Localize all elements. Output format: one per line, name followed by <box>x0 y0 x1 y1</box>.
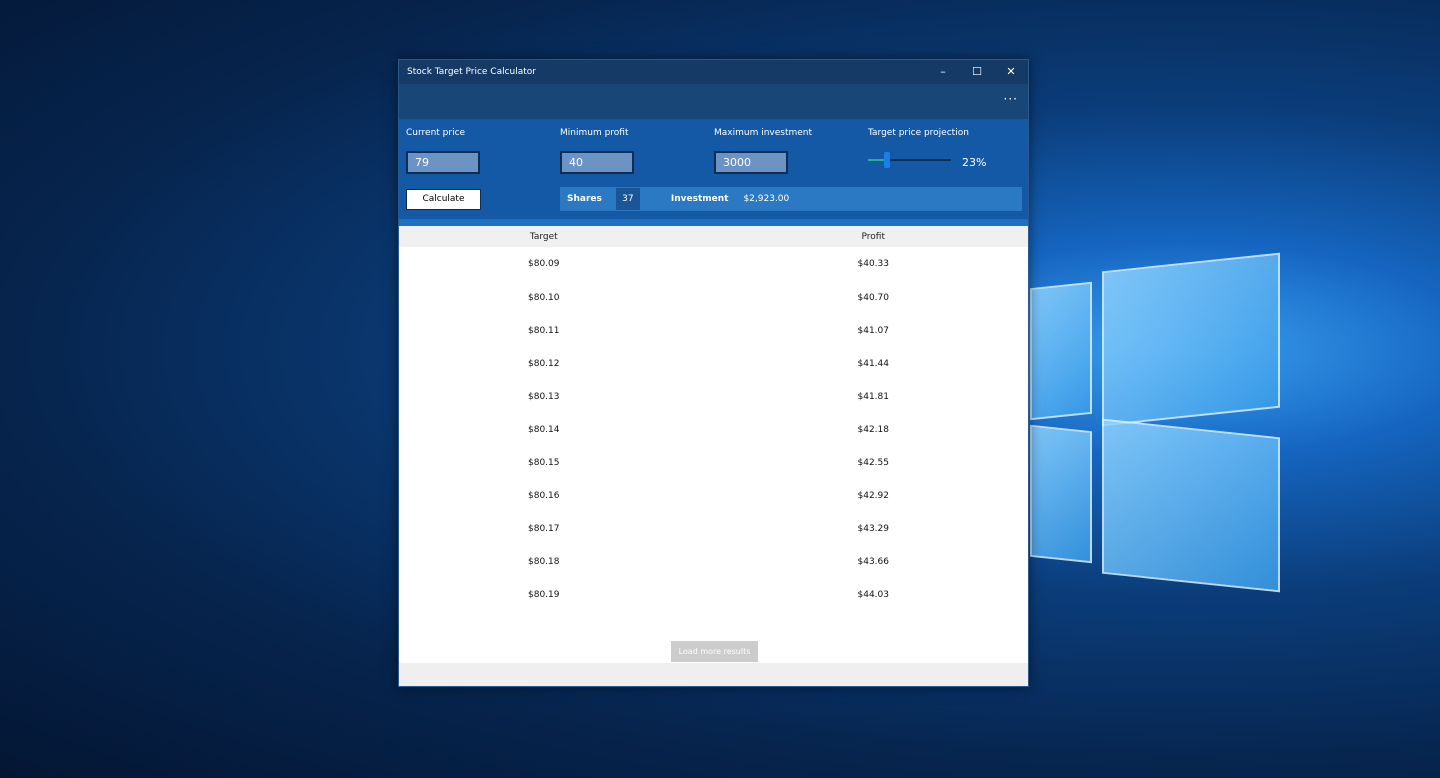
footer-bar <box>399 663 1028 686</box>
target-cell: $80.12 <box>528 358 560 369</box>
slider-thumb[interactable] <box>884 152 891 168</box>
target-cell: $80.14 <box>528 424 560 435</box>
target-cell: $80.15 <box>528 457 560 468</box>
more-options-icon[interactable]: ··· <box>1003 92 1018 106</box>
target-cell: $80.10 <box>528 292 560 303</box>
divider <box>399 219 1028 226</box>
profit-cell: $42.92 <box>857 490 890 501</box>
header-target: Target <box>529 231 558 242</box>
target-cell: $80.17 <box>528 523 560 534</box>
target-cell: $80.18 <box>528 556 560 567</box>
input-form: Current price Minimum profit Maximum inv… <box>399 119 1028 219</box>
maximize-button[interactable]: ☐ <box>972 65 982 78</box>
table-row: $80.12 $41.44 <box>399 347 1028 380</box>
current-price-input[interactable]: 79 <box>406 151 480 174</box>
shares-value: 37 <box>615 188 640 210</box>
results-summary: Shares 37 Investment $2,923.00 <box>560 187 1022 211</box>
minimize-button[interactable]: – <box>940 65 946 78</box>
profit-cell: $42.55 <box>857 457 890 468</box>
target-cell: $80.16 <box>528 490 560 501</box>
table-row: $80.13 $41.81 <box>399 380 1028 413</box>
load-more-button[interactable]: Load more results <box>671 641 758 662</box>
app-window: Stock Target Price Calculator – ☐ ✕ ··· … <box>398 59 1029 687</box>
calculate-button[interactable]: Calculate <box>406 189 481 210</box>
table-row: $80.14 $42.18 <box>399 413 1028 446</box>
title-bar: Stock Target Price Calculator – ☐ ✕ <box>399 60 1028 84</box>
profit-cell: $44.03 <box>857 589 890 600</box>
profit-cell: $41.44 <box>857 358 890 369</box>
target-cell: $80.09 <box>528 259 560 269</box>
profit-cell: $43.29 <box>857 523 890 534</box>
maximum-investment-input[interactable]: 3000 <box>714 151 788 174</box>
profit-cell: $40.70 <box>857 292 890 303</box>
minimum-profit-label: Minimum profit <box>560 128 629 138</box>
table-header: Target Profit <box>399 226 1028 247</box>
command-bar: ··· <box>399 84 1028 119</box>
investment-value: $2,923.00 <box>743 194 790 204</box>
profit-cell: $41.81 <box>857 391 890 402</box>
table-row: $80.10 $40.70 <box>399 281 1028 314</box>
table-row: $80.16 $42.92 <box>399 479 1028 512</box>
close-button[interactable]: ✕ <box>1006 65 1016 78</box>
projection-label: Target price projection <box>868 128 969 138</box>
profit-cell: $43.66 <box>857 556 890 567</box>
table-row: $80.11 $41.07 <box>399 314 1028 347</box>
maximum-investment-label: Maximum investment <box>714 128 813 138</box>
table-row: $80.09 $40.33 <box>399 247 1028 281</box>
table-row: $80.17 $43.29 <box>399 512 1028 545</box>
target-cell: $80.19 <box>528 589 560 600</box>
target-cell: $80.13 <box>528 391 560 402</box>
table-row: $80.18 $43.66 <box>399 545 1028 578</box>
profit-cell: $41.07 <box>857 325 890 336</box>
projection-value: 23% <box>962 156 987 169</box>
table-row: $80.15 $42.55 <box>399 446 1028 479</box>
target-cell: $80.11 <box>528 325 560 336</box>
results-list: $80.09 $40.33 $80.10 $40.70 $80.11 $41.07 $80.… <box>399 247 1028 611</box>
table-row: $80.19 $44.03 <box>399 578 1028 611</box>
header-profit: Profit <box>861 231 885 242</box>
window-title: Stock Target Price Calculator <box>407 67 536 77</box>
projection-slider[interactable] <box>868 152 951 168</box>
minimum-profit-input[interactable]: 40 <box>560 151 634 174</box>
slider-fill <box>868 159 888 161</box>
investment-label: Investment <box>670 194 729 204</box>
profit-cell: $40.33 <box>857 259 890 269</box>
current-price-label: Current price <box>406 128 466 138</box>
shares-label: Shares <box>567 194 602 204</box>
profit-cell: $42.18 <box>857 424 890 435</box>
